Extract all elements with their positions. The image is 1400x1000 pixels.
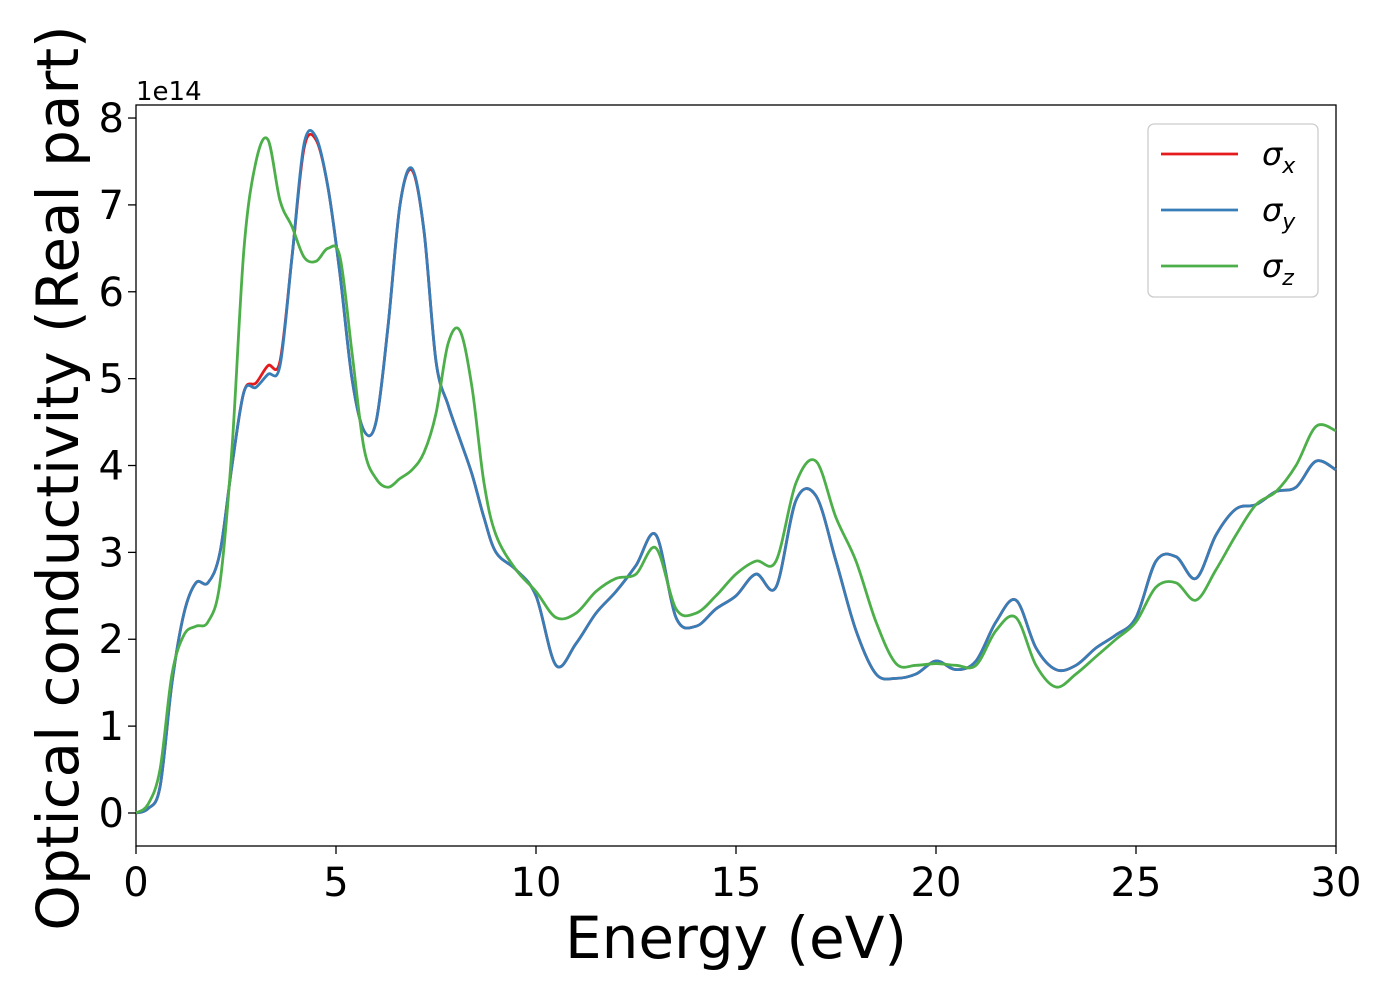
- x-tick-label: 0: [123, 860, 148, 906]
- y-axis-ticks: 0 1 2 3 4 5 6 7 8: [99, 96, 136, 837]
- y-tick-label: 0: [99, 791, 124, 837]
- y-axis-label: Optical conductivity (Real part): [24, 25, 92, 930]
- y-tick-label: 4: [99, 444, 124, 490]
- series-line-sigma-y: [135, 129, 1337, 815]
- y-tick-label: 1: [99, 704, 124, 750]
- x-axis-ticks: 0 5 10 15 20 25 30: [123, 846, 1361, 906]
- series-layer: [135, 129, 1337, 815]
- x-tick-label: 20: [911, 860, 962, 906]
- y-offset-label: 1e14: [136, 77, 202, 107]
- x-axis-label: Energy (eV): [565, 904, 907, 972]
- x-tick-label: 30: [1311, 860, 1362, 906]
- x-tick-label: 5: [323, 860, 348, 906]
- x-tick-label: 10: [511, 860, 562, 906]
- y-tick-label: 8: [99, 96, 124, 142]
- y-tick-label: 7: [99, 183, 124, 229]
- x-tick-label: 15: [711, 860, 762, 906]
- y-tick-label: 6: [99, 270, 124, 316]
- x-tick-label: 25: [1111, 860, 1162, 906]
- y-tick-label: 2: [99, 617, 124, 663]
- y-tick-label: 3: [99, 530, 124, 576]
- series-line-sigma-z: [135, 136, 1337, 815]
- y-tick-label: 5: [99, 357, 124, 403]
